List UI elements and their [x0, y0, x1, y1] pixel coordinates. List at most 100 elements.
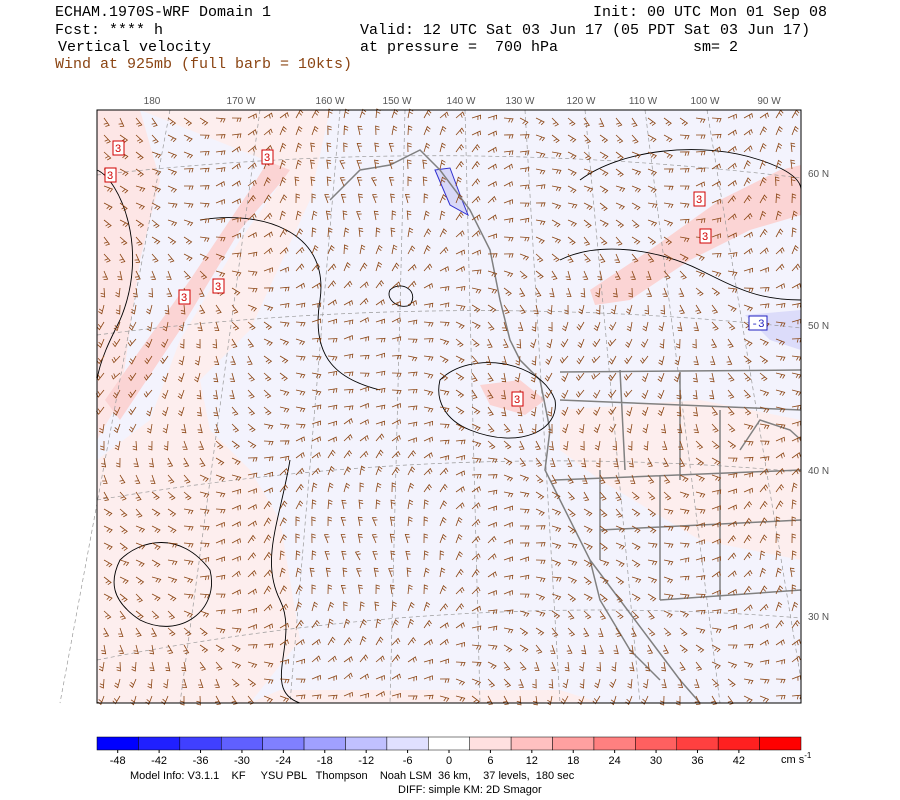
wind-barb	[641, 372, 649, 383]
wind-barb	[645, 661, 650, 672]
wind-barb	[167, 134, 177, 143]
wind-barb	[630, 627, 637, 637]
wind-barb	[246, 355, 253, 365]
wind-barb	[647, 644, 654, 654]
wind-barb	[695, 491, 706, 498]
wind-barb	[146, 304, 153, 315]
wind-barb	[389, 516, 395, 527]
wind-barb	[370, 177, 377, 187]
wind-barb	[342, 567, 348, 578]
wind-barb	[535, 236, 545, 244]
wind-barb	[327, 318, 338, 325]
wind-barb	[167, 593, 177, 602]
longitude-label: 100 W	[691, 96, 720, 107]
graticule-line	[706, 109, 802, 681]
wind-barb	[519, 236, 530, 242]
wind-barb	[213, 321, 220, 332]
wind-barb	[679, 253, 689, 262]
wind-barb	[135, 185, 146, 192]
wind-barb	[407, 405, 418, 411]
contour-label-box	[748, 315, 768, 331]
wind-barb	[279, 112, 289, 119]
wind-barb	[663, 474, 671, 484]
border	[554, 369, 802, 601]
wind-barb	[551, 627, 559, 637]
graticule-line	[464, 109, 481, 704]
wind-barb	[663, 491, 672, 501]
wind-barb	[759, 440, 770, 446]
wind-barb	[503, 270, 514, 278]
wind-barb	[581, 457, 587, 468]
wind-barb	[231, 198, 241, 205]
wind-barb	[151, 253, 159, 263]
wind-barb	[455, 265, 465, 272]
wind-barb	[359, 419, 369, 425]
wind-barb	[663, 236, 673, 245]
wind-barb	[215, 491, 226, 498]
wind-barb	[591, 355, 601, 364]
wind-barb	[647, 168, 657, 176]
wind-barb	[695, 556, 706, 563]
wind-barb	[503, 556, 513, 562]
wind-barb	[215, 644, 225, 653]
wind-barb	[727, 338, 734, 348]
wind-barb	[625, 338, 633, 348]
longitude-label: 110 W	[629, 96, 658, 107]
wind-barb	[487, 304, 497, 313]
wind-barb	[199, 508, 210, 514]
wind-barb	[167, 236, 177, 245]
wind-barb	[199, 610, 210, 618]
wind-barb	[311, 337, 322, 343]
wind-barb	[663, 270, 671, 280]
wind-barb	[439, 338, 450, 346]
colorbar-tick-label: 24	[609, 755, 621, 767]
wind-barb	[759, 567, 767, 578]
longitude-label: 150 W	[383, 96, 412, 107]
wind-barb	[642, 321, 649, 332]
wind-barb	[111, 372, 121, 380]
wind-barb	[357, 516, 363, 527]
wind-barb	[727, 252, 738, 258]
wind-barb	[343, 601, 348, 612]
wind-barb	[215, 508, 226, 514]
wind-barb	[643, 440, 649, 451]
wind-barb	[327, 280, 337, 289]
colorbar-swatch	[593, 736, 636, 751]
positive-region	[590, 165, 801, 305]
wind-barb	[358, 584, 363, 595]
wind-barb	[790, 159, 796, 170]
wind-barb	[295, 406, 306, 413]
wind-barb	[581, 644, 587, 655]
wind-barb	[215, 304, 222, 314]
wind-barb	[471, 355, 479, 365]
wind-barb	[532, 695, 538, 706]
wind-barb	[727, 488, 737, 494]
wind-barb	[679, 117, 689, 126]
wind-barb	[247, 304, 257, 312]
wind-barb	[391, 434, 401, 442]
wind-barb	[519, 474, 530, 482]
wind-barb	[791, 619, 800, 629]
wind-barb	[695, 304, 702, 314]
wind-barb	[279, 659, 290, 665]
positive-region	[250, 690, 600, 703]
wind-barb	[631, 202, 641, 211]
wind-barb	[743, 423, 754, 430]
wind-barb	[791, 550, 797, 561]
wind-barb	[103, 542, 113, 551]
graticule-line	[179, 109, 261, 704]
wind-barb	[628, 457, 634, 468]
wind-barb	[119, 508, 128, 518]
wind-barb	[96, 321, 105, 331]
wind-barb	[599, 168, 609, 177]
wind-barb	[295, 246, 305, 255]
wind-barb	[423, 516, 429, 527]
wind-barb	[183, 134, 193, 143]
wind-barb	[501, 406, 507, 417]
wind-barb	[775, 247, 785, 255]
colorbar-swatch	[759, 736, 802, 751]
longitude-labels: 180 170 W 160 W 150 W 140 W 130 W 120 W 110 W 10…	[144, 96, 782, 107]
wind-barb	[575, 389, 585, 398]
contour-label: 3	[215, 282, 222, 294]
wind-barb	[759, 500, 768, 510]
